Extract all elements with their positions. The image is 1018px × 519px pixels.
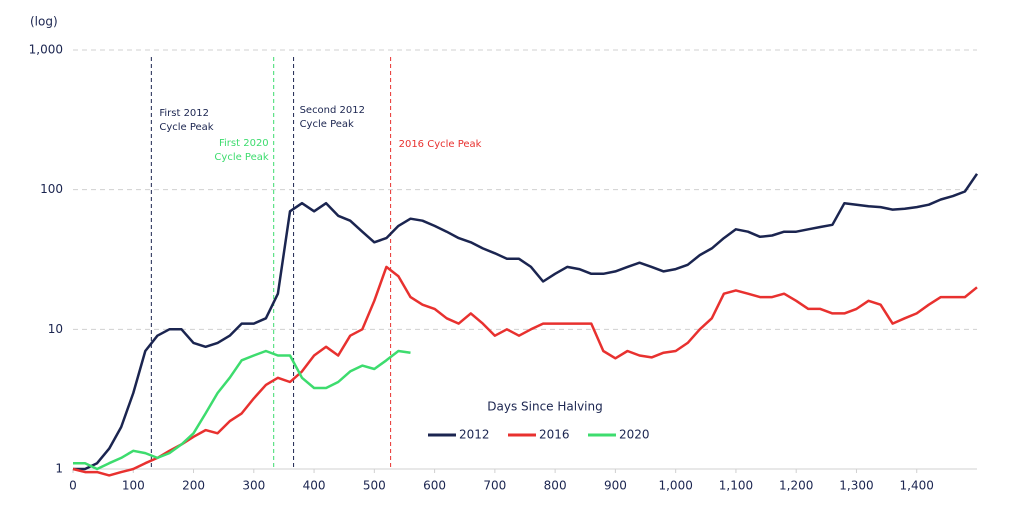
annotation-text: First 2020 xyxy=(219,138,269,149)
x-tick-label: 1,200 xyxy=(779,479,813,493)
annotation-text: Second 2012 xyxy=(300,105,365,116)
series-line xyxy=(73,349,411,471)
y-tick-label: 100 xyxy=(40,182,63,196)
y-tick-label: 10 xyxy=(48,322,63,336)
y-axis-label: (log) xyxy=(30,15,58,29)
series-line xyxy=(73,173,979,471)
legend-label: 2012 xyxy=(459,428,490,442)
annotation-text: 2016 Cycle Peak xyxy=(399,139,482,150)
x-tick-label: 900 xyxy=(604,479,627,493)
y-tick-label: 1,000 xyxy=(29,43,63,57)
x-tick-label: 700 xyxy=(483,479,506,493)
annotation-text: Cycle Peak xyxy=(214,152,268,163)
x-tick-label: 1,400 xyxy=(900,479,934,493)
annotation-text: First 2012 xyxy=(159,108,209,119)
series-line xyxy=(72,265,978,477)
x-tick-label: 500 xyxy=(363,479,386,493)
x-tick-label: 0 xyxy=(69,479,77,493)
x-tick-label: 200 xyxy=(182,479,205,493)
x-tick-label: 1,100 xyxy=(719,479,753,493)
legend-label: 2016 xyxy=(539,428,570,442)
x-tick-label: 400 xyxy=(303,479,326,493)
x-tick-label: 800 xyxy=(544,479,567,493)
x-axis-label: Days Since Halving xyxy=(487,400,602,414)
y-tick-label: 1 xyxy=(55,462,63,476)
annotation-text: Cycle Peak xyxy=(159,122,213,133)
legend-label: 2020 xyxy=(619,428,650,442)
x-tick-label: 300 xyxy=(242,479,265,493)
x-tick-label: 1,300 xyxy=(839,479,873,493)
x-tick-label: 600 xyxy=(423,479,446,493)
x-tick-label: 100 xyxy=(122,479,145,493)
x-tick-label: 1,000 xyxy=(658,479,692,493)
annotation-text: Cycle Peak xyxy=(300,119,354,130)
